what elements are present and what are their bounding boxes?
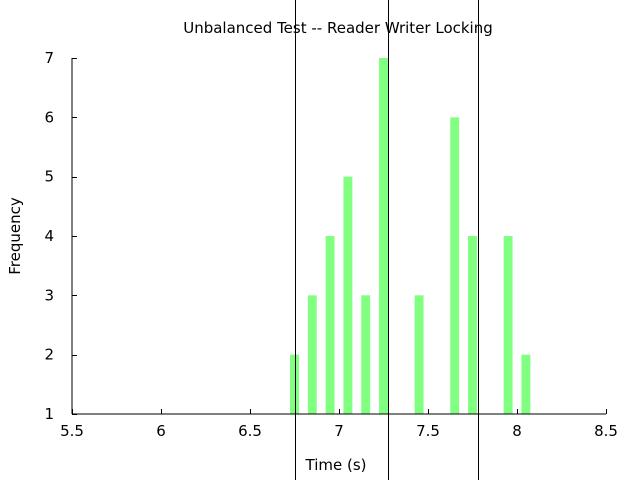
y-tick-label-3: 4 [44,227,54,245]
y-tick-label-6: 7 [44,49,54,67]
bar-7 [450,117,460,414]
x-tick-label-5: 8 [512,422,522,440]
x-tick-label-4: 7.5 [416,422,440,440]
bar-0 [290,354,299,414]
bar-8 [468,236,477,414]
chart-title: Unbalanced Test -- Reader Writer Locking [183,19,493,37]
x-axis-label: Time (s) [305,456,367,474]
y-axis-label: Frequency [6,197,24,275]
bar-4 [361,295,371,414]
bar-1 [307,295,317,414]
y-ticks-group: 1 2 3 4 5 6 7 [44,49,77,423]
y-tick-label-5: 6 [44,108,54,126]
y-tick-label-1: 2 [44,346,54,364]
x-tick-label-0: 5.5 [60,422,84,440]
bars-group [290,58,531,414]
y-tick-label-4: 5 [44,168,54,186]
x-tick-label-3: 7 [334,422,344,440]
bar-9 [503,236,513,414]
bar-5 [379,58,388,414]
bar-6 [414,295,424,414]
x-tick-label-1: 6 [156,422,166,440]
bar-3 [343,176,353,414]
bar-2 [325,236,335,414]
bar-10 [521,354,531,414]
x-tick-label-6: 8.5 [594,422,618,440]
reference-lines-group [295,0,479,480]
x-tick-label-2: 6.5 [238,422,262,440]
y-tick-label-2: 3 [44,286,54,304]
y-tick-label-0: 1 [44,405,54,423]
x-ticks-group: 5.5 6 6.5 7 7.5 8 8.5 [60,409,618,440]
